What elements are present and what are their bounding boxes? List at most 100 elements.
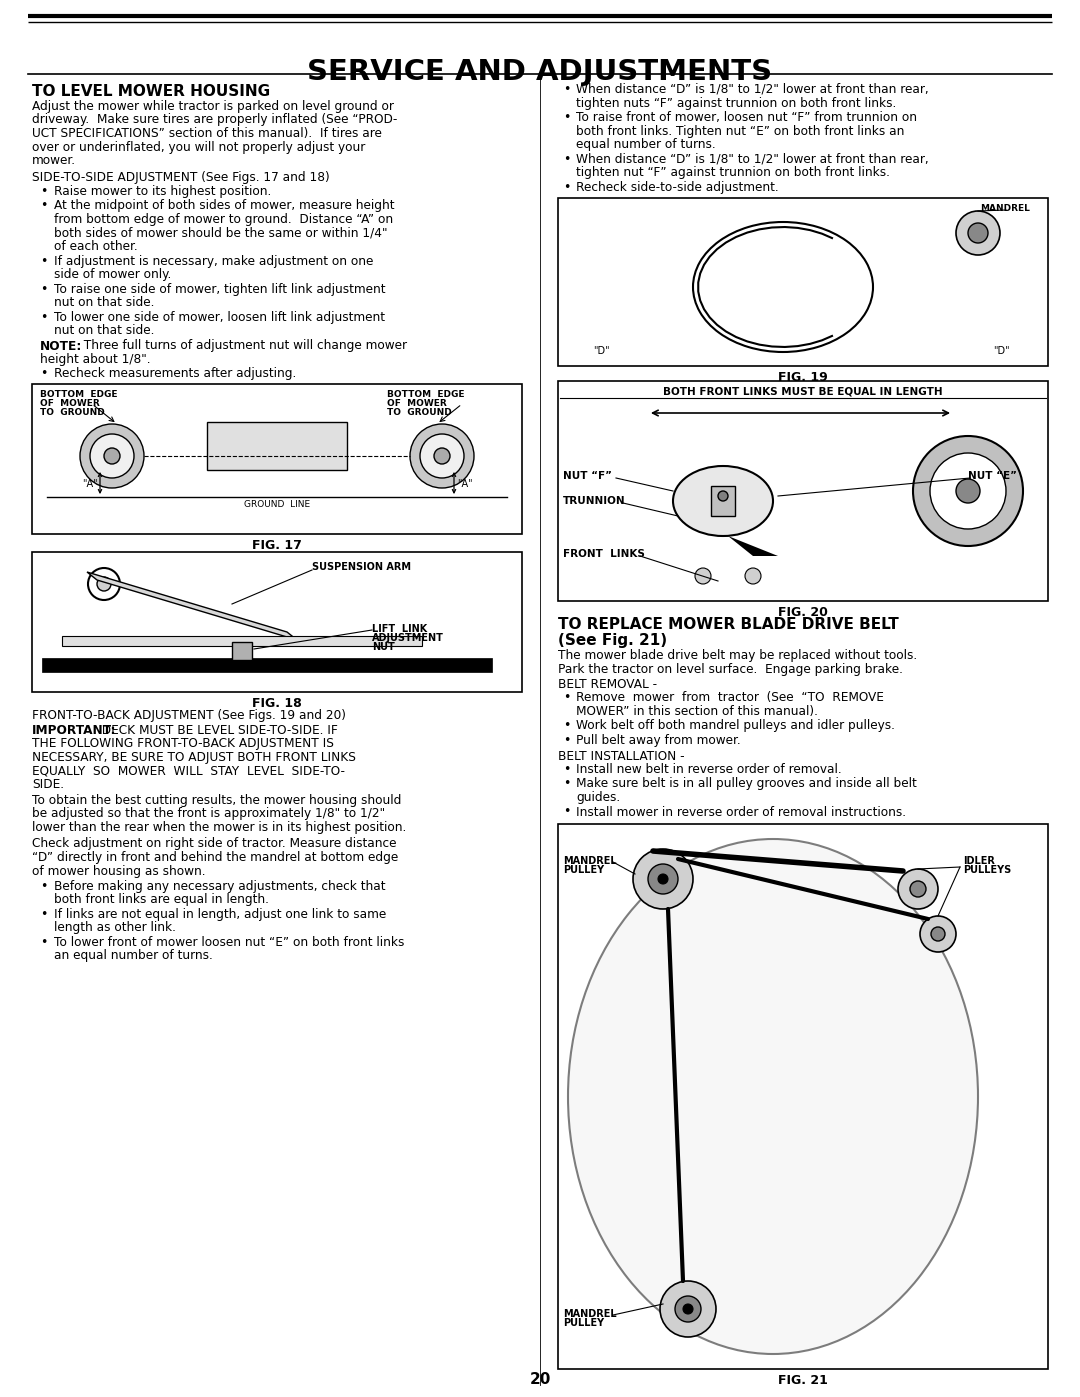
Text: OF  MOWER: OF MOWER bbox=[387, 400, 447, 408]
Text: tighten nut “F” against trunnion on both front links.: tighten nut “F” against trunnion on both… bbox=[576, 166, 890, 179]
Text: both front links are equal in length.: both front links are equal in length. bbox=[54, 894, 269, 907]
Text: NUT: NUT bbox=[372, 643, 395, 652]
Text: •: • bbox=[563, 82, 570, 96]
Text: •: • bbox=[40, 310, 48, 324]
Text: To raise one side of mower, tighten lift link adjustment: To raise one side of mower, tighten lift… bbox=[54, 282, 386, 296]
Text: of each other.: of each other. bbox=[54, 240, 137, 253]
Text: BELT INSTALLATION -: BELT INSTALLATION - bbox=[558, 750, 685, 763]
Text: To lower one side of mower, loosen lift link adjustment: To lower one side of mower, loosen lift … bbox=[54, 310, 384, 324]
Text: MANDREL: MANDREL bbox=[563, 856, 617, 866]
Text: •: • bbox=[40, 254, 48, 267]
Text: both front links. Tighten nut “E” on both front links an: both front links. Tighten nut “E” on bot… bbox=[576, 124, 904, 137]
FancyBboxPatch shape bbox=[232, 643, 252, 659]
Text: SIDE-TO-SIDE ADJUSTMENT (See Figs. 17 and 18): SIDE-TO-SIDE ADJUSTMENT (See Figs. 17 an… bbox=[32, 170, 329, 183]
Text: •: • bbox=[40, 200, 48, 212]
Text: •: • bbox=[563, 110, 570, 124]
Text: "A": "A" bbox=[82, 479, 97, 489]
Text: Adjust the mower while tractor is parked on level ground or: Adjust the mower while tractor is parked… bbox=[32, 101, 394, 113]
Text: NOTE:: NOTE: bbox=[40, 339, 82, 352]
Text: side of mower only.: side of mower only. bbox=[54, 268, 172, 281]
Circle shape bbox=[920, 916, 956, 951]
Circle shape bbox=[910, 882, 926, 897]
Text: Recheck side-to-side adjustment.: Recheck side-to-side adjustment. bbox=[576, 180, 779, 194]
Text: Raise mower to its highest position.: Raise mower to its highest position. bbox=[54, 184, 271, 198]
Text: MANDREL: MANDREL bbox=[980, 204, 1030, 212]
Circle shape bbox=[410, 425, 474, 488]
FancyBboxPatch shape bbox=[32, 384, 522, 534]
Circle shape bbox=[420, 434, 464, 478]
Circle shape bbox=[97, 577, 111, 591]
Text: •: • bbox=[563, 763, 570, 775]
Text: NUT “F”: NUT “F” bbox=[563, 471, 612, 481]
Text: To lower front of mower loosen nut “E” on both front links: To lower front of mower loosen nut “E” o… bbox=[54, 936, 404, 949]
Text: •: • bbox=[563, 778, 570, 791]
Text: "D": "D" bbox=[993, 346, 1010, 356]
Text: FRONT  LINKS: FRONT LINKS bbox=[563, 549, 645, 559]
Circle shape bbox=[956, 479, 980, 503]
Text: •: • bbox=[40, 936, 48, 949]
Text: •: • bbox=[40, 880, 48, 893]
Text: Install new belt in reverse order of removal.: Install new belt in reverse order of rem… bbox=[576, 763, 841, 775]
Text: DECK MUST BE LEVEL SIDE-TO-SIDE. IF: DECK MUST BE LEVEL SIDE-TO-SIDE. IF bbox=[94, 724, 338, 736]
Text: over or underinflated, you will not properly adjust your: over or underinflated, you will not prop… bbox=[32, 141, 365, 154]
Polygon shape bbox=[87, 571, 297, 640]
Circle shape bbox=[658, 875, 669, 884]
Polygon shape bbox=[728, 536, 778, 556]
Text: •: • bbox=[40, 908, 48, 921]
Text: SUSPENSION ARM: SUSPENSION ARM bbox=[312, 562, 411, 571]
Text: FIG. 18: FIG. 18 bbox=[252, 697, 302, 710]
Text: Before making any necessary adjustments, check that: Before making any necessary adjustments,… bbox=[54, 880, 386, 893]
Text: Pull belt away from mower.: Pull belt away from mower. bbox=[576, 733, 741, 747]
Circle shape bbox=[648, 863, 678, 894]
Text: tighten nuts “F” against trunnion on both front links.: tighten nuts “F” against trunnion on bot… bbox=[576, 96, 896, 109]
Text: FIG. 21: FIG. 21 bbox=[778, 1375, 828, 1387]
Text: •: • bbox=[40, 184, 48, 198]
Text: FRONT-TO-BACK ADJUSTMENT (See Figs. 19 and 20): FRONT-TO-BACK ADJUSTMENT (See Figs. 19 a… bbox=[32, 710, 346, 722]
Text: TO REPLACE MOWER BLADE DRIVE BELT: TO REPLACE MOWER BLADE DRIVE BELT bbox=[558, 617, 899, 631]
Circle shape bbox=[660, 1281, 716, 1337]
Text: Remove  mower  from  tractor  (See  “TO  REMOVE: Remove mower from tractor (See “TO REMOV… bbox=[576, 692, 883, 704]
Text: FIG. 19: FIG. 19 bbox=[778, 372, 828, 384]
Text: driveway.  Make sure tires are properly inflated (See “PROD-: driveway. Make sure tires are properly i… bbox=[32, 113, 397, 127]
Text: MOWER” in this section of this manual).: MOWER” in this section of this manual). bbox=[576, 705, 818, 718]
Text: 20: 20 bbox=[529, 1372, 551, 1387]
Text: •: • bbox=[563, 692, 570, 704]
Text: •: • bbox=[563, 806, 570, 819]
Text: "D": "D" bbox=[593, 346, 609, 356]
Circle shape bbox=[718, 490, 728, 502]
Text: TO  GROUND: TO GROUND bbox=[387, 408, 451, 416]
Circle shape bbox=[87, 569, 120, 599]
Circle shape bbox=[897, 869, 939, 909]
Text: "A": "A" bbox=[457, 479, 473, 489]
Circle shape bbox=[434, 448, 450, 464]
Text: PULLEY: PULLEY bbox=[563, 865, 604, 875]
FancyBboxPatch shape bbox=[558, 381, 1048, 601]
FancyBboxPatch shape bbox=[711, 486, 735, 515]
Text: LIFT  LINK: LIFT LINK bbox=[372, 624, 428, 634]
Text: Check adjustment on right side of tractor. Measure distance: Check adjustment on right side of tracto… bbox=[32, 837, 396, 851]
Text: When distance “D” is 1/8" to 1/2" lower at front than rear,: When distance “D” is 1/8" to 1/2" lower … bbox=[576, 152, 929, 165]
Text: FIG. 17: FIG. 17 bbox=[252, 539, 302, 552]
Text: height about 1/8".: height about 1/8". bbox=[40, 353, 150, 366]
Text: Install mower in reverse order of removal instructions.: Install mower in reverse order of remova… bbox=[576, 806, 906, 819]
Text: Park the tractor on level surface.  Engage parking brake.: Park the tractor on level surface. Engag… bbox=[558, 662, 903, 676]
FancyBboxPatch shape bbox=[207, 422, 347, 469]
Text: THE FOLLOWING FRONT-TO-BACK ADJUSTMENT IS: THE FOLLOWING FRONT-TO-BACK ADJUSTMENT I… bbox=[32, 738, 334, 750]
Text: (See Fig. 21): (See Fig. 21) bbox=[558, 633, 667, 648]
Circle shape bbox=[931, 928, 945, 942]
Text: Recheck measurements after adjusting.: Recheck measurements after adjusting. bbox=[54, 366, 296, 380]
Circle shape bbox=[90, 434, 134, 478]
Text: TRUNNION: TRUNNION bbox=[563, 496, 625, 506]
Text: IMPORTANT:: IMPORTANT: bbox=[32, 724, 117, 736]
Circle shape bbox=[913, 436, 1023, 546]
Text: •: • bbox=[563, 152, 570, 165]
Circle shape bbox=[683, 1303, 693, 1315]
Text: To obtain the best cutting results, the mower housing should: To obtain the best cutting results, the … bbox=[32, 793, 402, 807]
Text: nut on that side.: nut on that side. bbox=[54, 296, 154, 309]
Circle shape bbox=[104, 448, 120, 464]
Text: TO  GROUND: TO GROUND bbox=[40, 408, 105, 416]
Text: EQUALLY  SO  MOWER  WILL  STAY  LEVEL  SIDE-TO-: EQUALLY SO MOWER WILL STAY LEVEL SIDE-TO… bbox=[32, 764, 345, 777]
Text: SERVICE AND ADJUSTMENTS: SERVICE AND ADJUSTMENTS bbox=[308, 59, 772, 87]
Text: OF  MOWER: OF MOWER bbox=[40, 400, 99, 408]
Ellipse shape bbox=[568, 840, 978, 1354]
